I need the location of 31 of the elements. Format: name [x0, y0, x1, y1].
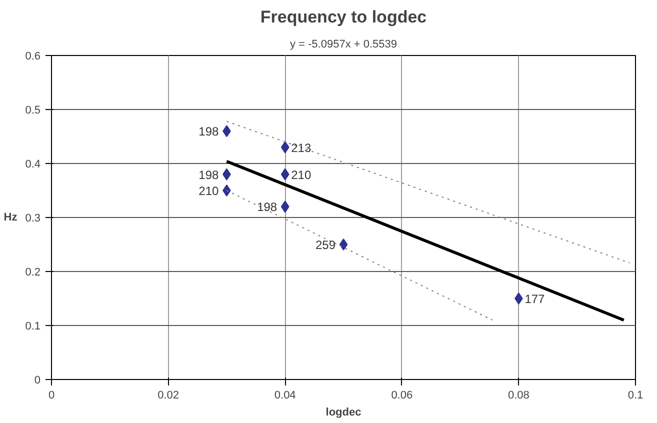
y-tick-label: 0.4 — [25, 158, 41, 170]
annotation: 213 — [291, 140, 312, 155]
annotation: 198 — [198, 124, 220, 139]
y-tick-label: 0.5 — [25, 104, 41, 116]
y-axis-title: Hz — [4, 212, 18, 224]
point — [280, 200, 290, 213]
point — [280, 168, 290, 180]
x-tick-label: 0.08 — [508, 390, 530, 402]
y-tick-label: 0.1 — [25, 320, 41, 332]
annotation: 177 — [524, 292, 546, 306]
point — [339, 238, 348, 250]
annotation: 210 — [291, 168, 312, 182]
chart-subtitle: y = -5.0957x + 0.5539 — [290, 38, 398, 50]
point — [514, 292, 523, 304]
x-tick-label: 0.04 — [274, 390, 296, 402]
point — [280, 141, 290, 154]
annotation: 210 — [198, 184, 220, 198]
point — [222, 184, 231, 196]
chart-title: Frequency to logdec — [260, 8, 427, 26]
y-tick-label: 0.6 — [25, 50, 41, 62]
x-tick-label: 0 — [48, 390, 55, 402]
x-tick-label: 0.02 — [158, 390, 180, 402]
y-tick-label: 0.3 — [25, 212, 41, 224]
annotation: 259 — [315, 238, 336, 252]
annotation: 198 — [198, 168, 220, 182]
x-axis-title: logdec — [326, 406, 362, 418]
x-tick-label: 0.1 — [628, 390, 644, 402]
annotation: 198 — [257, 200, 278, 214]
y-tick-label: 0 — [34, 374, 41, 386]
x-tick-label: 0.06 — [391, 390, 413, 402]
y-tick-label: 0.2 — [25, 266, 41, 278]
